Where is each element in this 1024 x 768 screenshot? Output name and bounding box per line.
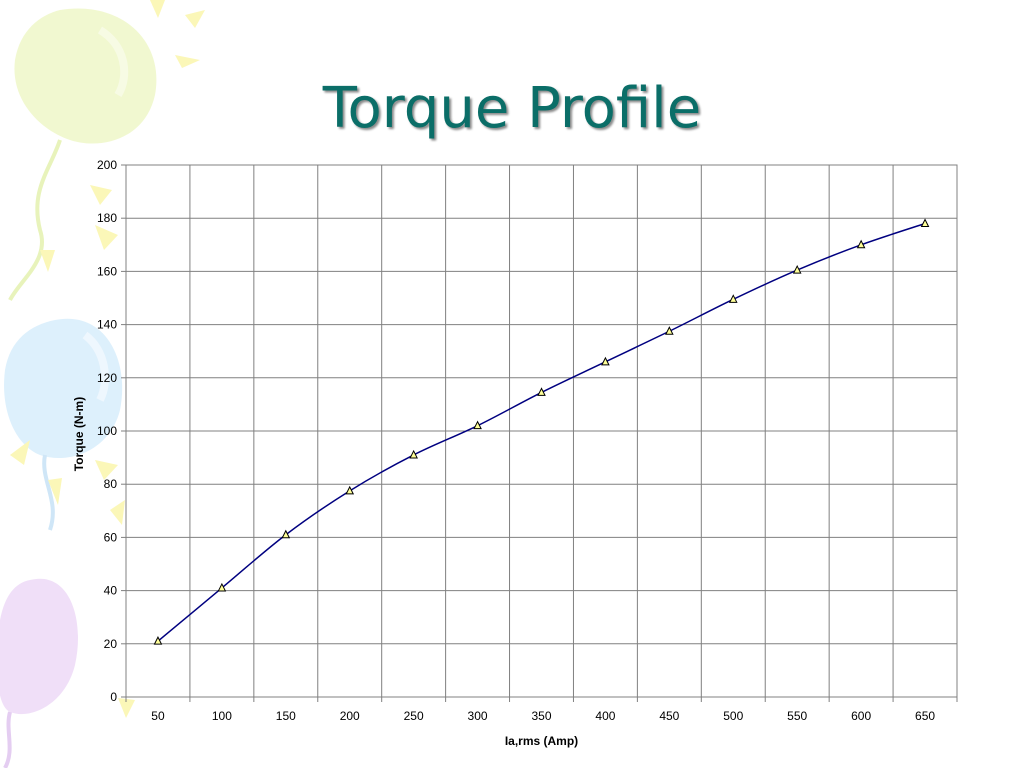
y-tick-label: 80 <box>104 477 118 491</box>
data-point-marker <box>217 582 227 592</box>
y-axis-title: Torque (N-m) <box>72 397 86 471</box>
data-point-marker <box>601 356 610 366</box>
y-tick-label: 120 <box>97 371 117 385</box>
data-point-marker <box>728 294 738 303</box>
x-axis-title: Ia,rms (Amp) <box>505 734 578 748</box>
y-tick-label: 0 <box>110 690 117 704</box>
data-point-marker <box>281 529 291 539</box>
data-point-marker <box>792 264 802 274</box>
y-tick-label: 60 <box>104 530 118 544</box>
x-tick-label: 350 <box>531 709 551 723</box>
x-tick-label: 500 <box>723 709 743 723</box>
y-tick-label: 20 <box>104 637 118 651</box>
x-tick-label: 250 <box>404 709 424 723</box>
data-point-marker <box>473 420 482 430</box>
data-point-marker <box>537 387 546 396</box>
y-tick-label: 40 <box>104 584 118 598</box>
data-point-marker <box>665 326 674 335</box>
x-tick-label: 150 <box>276 709 296 723</box>
x-tick-label: 550 <box>787 709 807 723</box>
data-point-marker <box>920 218 930 228</box>
x-tick-label: 650 <box>915 709 935 723</box>
data-point-marker <box>856 239 866 249</box>
y-tick-label: 160 <box>97 264 117 278</box>
y-tick-label: 200 <box>97 158 117 172</box>
x-tick-label: 300 <box>468 709 488 723</box>
data-point-marker <box>153 636 163 645</box>
y-tick-label: 100 <box>97 424 117 438</box>
x-tick-label: 450 <box>659 709 679 723</box>
x-tick-label: 50 <box>151 709 165 723</box>
slide-title: Torque Profile <box>322 76 702 141</box>
x-tick-label: 400 <box>595 709 615 723</box>
x-tick-label: 600 <box>851 709 871 723</box>
data-point-marker <box>409 449 418 459</box>
data-point-marker <box>345 485 355 495</box>
y-tick-label: 140 <box>97 318 117 332</box>
x-tick-label: 100 <box>212 709 232 723</box>
x-tick-label: 200 <box>340 709 360 723</box>
y-tick-label: 180 <box>97 211 117 225</box>
